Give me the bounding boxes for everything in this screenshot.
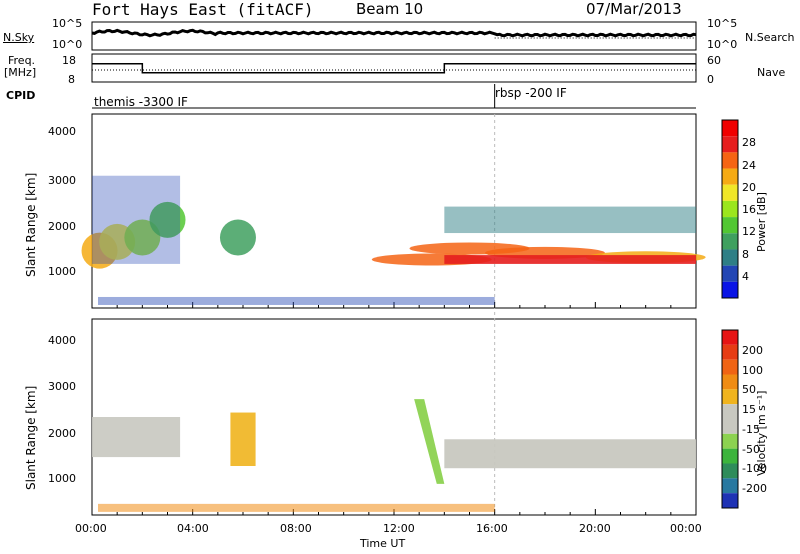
power-ground-scatter bbox=[98, 296, 495, 305]
power-ytick-1000: 1000 bbox=[48, 265, 76, 278]
velocity-colorbar-tick: 50 bbox=[742, 383, 756, 397]
power-colorbar-segment bbox=[722, 168, 738, 185]
velocity-colorbar-segment bbox=[722, 374, 738, 390]
date-title: 07/Mar/2013 bbox=[586, 0, 682, 18]
cpid-program-2: rbsp -200 IF bbox=[495, 86, 567, 100]
velocity-ytick-2000: 2000 bbox=[48, 427, 76, 440]
freq-tick-high: 18 bbox=[62, 54, 76, 67]
nsearch-tick-low: 10^0 bbox=[707, 38, 738, 51]
velocity-ytick-3000: 3000 bbox=[48, 380, 76, 393]
velocity-colorbar-segment bbox=[722, 419, 738, 434]
nsky-tick-low: 10^0 bbox=[52, 38, 83, 51]
velocity-colorbar-segment bbox=[722, 330, 738, 345]
power-echo-4 bbox=[219, 219, 256, 256]
velocity-colorbar-segment bbox=[722, 389, 738, 405]
nsky-label: N.Sky bbox=[3, 31, 35, 44]
velocity-colorbar-segment bbox=[722, 463, 738, 479]
nsearch-label: N.Search bbox=[745, 31, 795, 44]
power-colorbar-segment bbox=[722, 281, 738, 298]
power-colorbar-tick: 12 bbox=[742, 225, 756, 239]
cpid-label: CPID bbox=[6, 89, 36, 102]
velocity-colorbar-tick: -50 bbox=[742, 442, 760, 456]
power-colorbar-tick: 4 bbox=[742, 269, 749, 283]
noise-panel-frame bbox=[91, 21, 697, 51]
power-colorbar-segment bbox=[722, 233, 738, 250]
freq-label-line2: [MHz] bbox=[4, 66, 37, 79]
power-colorbar-tick: 28 bbox=[742, 136, 756, 150]
freq-label-line1: Freq. bbox=[8, 54, 36, 67]
velocity-echo-region-3 bbox=[414, 399, 445, 484]
xaxis-label: Time UT bbox=[360, 537, 406, 550]
velocity-colorbar-segment bbox=[722, 433, 738, 449]
power-colorbar-segment bbox=[722, 152, 738, 169]
velocity-echo-region-4 bbox=[444, 439, 696, 469]
velocity-ytick-4000: 4000 bbox=[48, 334, 76, 347]
xtick-3: 12:00 bbox=[383, 522, 415, 535]
velocity-colorbar-tick: 100 bbox=[742, 363, 763, 377]
xtick-4: 16:00 bbox=[476, 522, 508, 535]
freq-panel-frame bbox=[91, 53, 697, 83]
power-ytick-3000: 3000 bbox=[48, 174, 76, 187]
velocity-colorbar-segment bbox=[722, 478, 738, 494]
xtick-1: 04:00 bbox=[177, 522, 209, 535]
velocity-echo-region-1 bbox=[92, 417, 181, 458]
velocity-colorbar-tick: -100 bbox=[742, 462, 767, 476]
power-echo-3 bbox=[149, 201, 186, 238]
nave-label: Nave bbox=[757, 66, 786, 79]
xtick-5: 20:00 bbox=[579, 522, 611, 535]
velocity-colorbar-segment bbox=[722, 404, 738, 419]
velocity-ytick-1000: 1000 bbox=[48, 472, 76, 485]
power-colorbar-tick: 8 bbox=[742, 247, 749, 261]
power-echo-strong-band bbox=[444, 255, 696, 264]
nave-tick-high: 60 bbox=[707, 54, 721, 67]
nave-tick-low: 0 bbox=[707, 73, 714, 86]
cpid-program-1: themis -3300 IF bbox=[94, 95, 188, 109]
velocity-colorbar-segment bbox=[722, 448, 738, 464]
freq-tick-low: 8 bbox=[68, 73, 75, 86]
xtick-0: 00:00 bbox=[75, 522, 107, 535]
nsky-tick-high: 10^5 bbox=[52, 17, 83, 30]
power-colorbar-segment bbox=[722, 217, 738, 234]
velocity-colorbar-tick: -200 bbox=[742, 482, 767, 496]
xtick-2: 08:00 bbox=[280, 522, 312, 535]
power-colorbar-tick: 16 bbox=[742, 203, 756, 216]
velocity-colorbar-segment bbox=[722, 344, 738, 360]
power-colorbar-tick: 24 bbox=[742, 158, 756, 172]
velocity-colorbar-tick: 15 bbox=[742, 403, 756, 417]
power-ytick-4000: 4000 bbox=[48, 125, 76, 138]
power-colorbar-segment bbox=[722, 200, 738, 218]
power-colorbar-segment bbox=[722, 249, 738, 266]
sky-noise-line bbox=[91, 28, 697, 38]
velocity-ground-scatter bbox=[98, 503, 495, 512]
velocity-colorbar-frame bbox=[721, 329, 739, 509]
xtick-6: 00:00 bbox=[670, 522, 702, 535]
velocity-echo-region-2 bbox=[230, 412, 256, 466]
power-colorbar-segment bbox=[722, 265, 738, 282]
power-colorbar-tick: 20 bbox=[742, 180, 756, 194]
power-ytick-2000: 2000 bbox=[48, 220, 76, 233]
velocity-colorbar-tick: -15 bbox=[742, 422, 760, 436]
velocity-panel-frame bbox=[91, 318, 697, 516]
power-echo-2 bbox=[124, 219, 161, 256]
power-colorbar-frame bbox=[721, 119, 739, 299]
power-echo-band bbox=[92, 175, 181, 264]
power-colorbar-segment bbox=[722, 184, 738, 201]
frequency-line bbox=[92, 63, 696, 74]
station-title: Fort Hays East (fitACF) bbox=[92, 0, 314, 19]
nsearch-tick-high: 10^5 bbox=[707, 17, 738, 30]
beam-title: Beam 10 bbox=[356, 0, 424, 18]
power-colorbar-segment bbox=[722, 120, 738, 137]
power-colorbar-segment bbox=[722, 136, 738, 153]
velocity-colorbar-segment bbox=[722, 493, 738, 508]
velocity-colorbar-tick: 200 bbox=[742, 343, 763, 357]
power-echo-upper-band bbox=[444, 206, 696, 234]
velocity-colorbar-segment bbox=[722, 359, 738, 375]
